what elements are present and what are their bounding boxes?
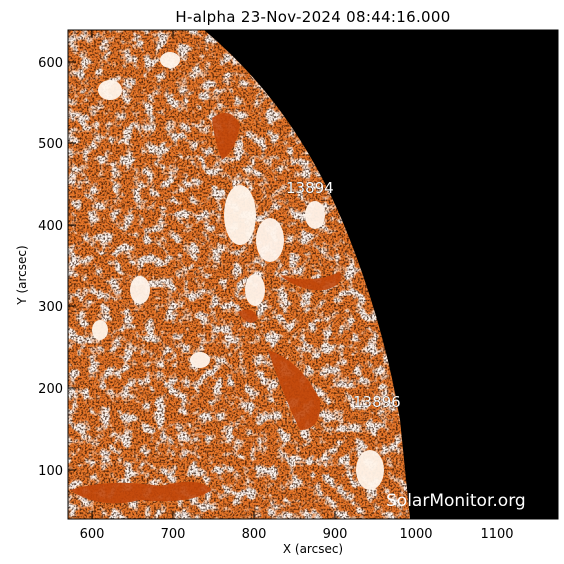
x-axis [91, 30, 498, 519]
x-tick-label: 900 [323, 527, 348, 542]
x-tick-labels: 600 700 800 900 1000 1100 [80, 527, 514, 542]
x-tick-label: 600 [80, 527, 105, 542]
figure-title: H-alpha 23-Nov-2024 08:44:16.000 [175, 8, 450, 26]
y-tick-labels: 100 200 300 400 500 600 [38, 56, 63, 479]
watermark: SolarMonitor.org [386, 491, 526, 511]
x-tick-label: 1100 [480, 527, 513, 542]
x-tick-label: 1000 [399, 527, 432, 542]
y-tick-label: 200 [38, 382, 63, 397]
x-tick-label: 800 [242, 527, 267, 542]
y-tick-label: 600 [38, 56, 63, 71]
plot-frame [67, 29, 559, 520]
y-tick-label: 400 [38, 219, 63, 234]
active-structures [70, 112, 341, 504]
y-tick-label: 300 [38, 300, 63, 315]
ar-label-13896: 13896 [353, 393, 401, 411]
y-axis [68, 61, 558, 471]
y-tick-label: 100 [38, 464, 63, 479]
plage-regions [92, 52, 384, 490]
ar-label-13894: 13894 [286, 179, 334, 197]
x-axis-label: X (arcsec) [283, 542, 343, 556]
y-tick-label: 500 [38, 137, 63, 152]
image-panel: 13894 13896 SolarMonitor.org [68, 30, 558, 519]
x-tick-label: 700 [161, 527, 186, 542]
y-axis-label: Y (arcsec) [15, 245, 29, 305]
